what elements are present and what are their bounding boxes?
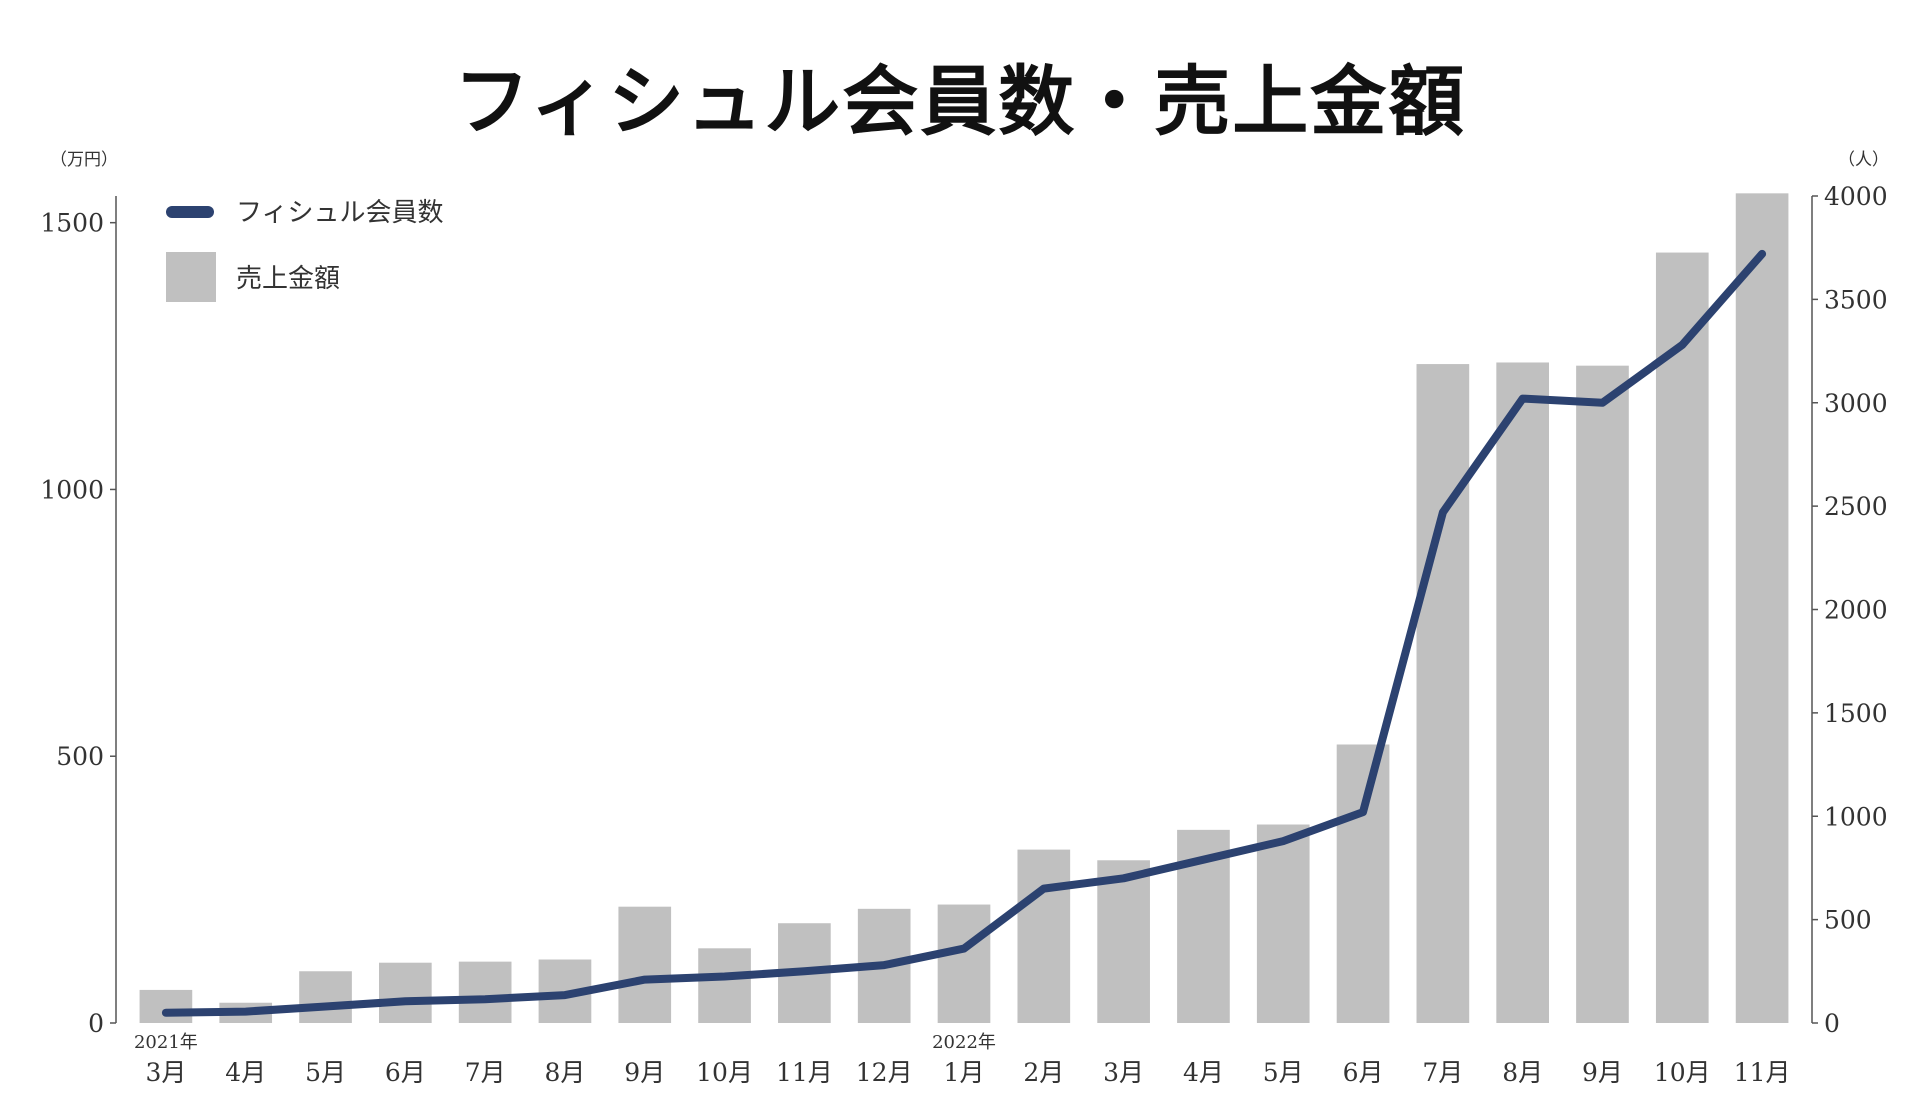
right-axis-unit: （人）	[1838, 150, 1889, 170]
x-tick-label-1: 4月	[225, 1058, 266, 1087]
bar-10	[937, 904, 991, 1023]
chart-title: フィシュル会員数・売上金額	[453, 57, 1467, 146]
x-tick-label-5: 8月	[544, 1058, 585, 1087]
bar-series	[139, 193, 1789, 1023]
x-tick-label-17: 8月	[1502, 1058, 1543, 1087]
bar-2	[299, 971, 352, 1023]
x-tick-label-14: 5月	[1263, 1058, 1304, 1087]
line-series	[161, 249, 1767, 1017]
left-tick-label-0: 0	[88, 1009, 104, 1038]
x-tick-label-15: 6月	[1343, 1058, 1384, 1087]
left-axis-unit: （万円）	[50, 150, 118, 170]
legend-label-members: フィシュル会員数	[236, 198, 443, 228]
x-tick-label-18: 9月	[1582, 1058, 1623, 1087]
x-tick-label-12: 3月	[1103, 1058, 1144, 1087]
bar-15	[1336, 744, 1390, 1023]
x-tick-label-19: 10月	[1654, 1058, 1711, 1087]
right-axis-ticks: 0 500 1000 1500 2000 2500 3000 3500 4000	[1812, 182, 1888, 1038]
bar-17	[1496, 362, 1550, 1023]
right-tick-label-3: 1500	[1824, 699, 1888, 728]
x-axis-labels: 3月 4月 5月 6月 7月 8月 9月 10月 11月 12月 1月 2月 3月 4月 5月 6月 7月 8月 9…	[134, 1032, 1791, 1087]
right-tick-label-8: 4000	[1824, 182, 1888, 211]
legend: フィシュル会員数 売上金額	[166, 198, 443, 302]
bar-11	[1017, 849, 1071, 1023]
bar-19	[1655, 252, 1709, 1023]
bar-16	[1416, 364, 1470, 1023]
bar-0	[139, 989, 193, 1023]
bar-18	[1576, 365, 1629, 1023]
x-tick-label-4: 7月	[465, 1058, 506, 1087]
x-tick-label-0: 3月	[145, 1058, 186, 1087]
left-tick-label-2: 1000	[40, 475, 104, 504]
x-tick-label-13: 4月	[1183, 1058, 1224, 1087]
bar-6	[618, 906, 672, 1023]
x-tick-label-3: 6月	[385, 1058, 426, 1087]
x-tick-label-6: 9月	[624, 1058, 665, 1087]
right-tick-label-7: 3500	[1824, 285, 1888, 314]
x-tick-label-9: 12月	[856, 1058, 913, 1087]
x-year-label-0: 2021年	[134, 1032, 198, 1053]
bar-4	[458, 961, 512, 1023]
x-tick-label-8: 11月	[776, 1058, 833, 1087]
bar-12	[1097, 860, 1150, 1023]
x-tick-label-11: 2月	[1023, 1058, 1064, 1087]
bar-14	[1256, 824, 1310, 1023]
right-tick-label-2: 1000	[1824, 802, 1888, 831]
right-tick-label-0: 0	[1824, 1009, 1840, 1038]
x-tick-label-7: 10月	[696, 1058, 753, 1087]
legend-bar-swatch	[166, 252, 216, 302]
x-tick-label-2: 5月	[305, 1058, 346, 1087]
bar-20	[1735, 193, 1789, 1023]
right-tick-label-1: 500	[1824, 906, 1872, 935]
bar-3	[378, 962, 432, 1023]
legend-label-sales: 売上金額	[236, 264, 340, 294]
left-axis-ticks: 0 500 1000 1500	[40, 209, 116, 1038]
right-tick-label-4: 2000	[1824, 596, 1888, 625]
x-tick-label-16: 7月	[1422, 1058, 1463, 1087]
left-tick-label-3: 1500	[40, 209, 104, 238]
x-tick-label-10: 1月	[944, 1058, 985, 1087]
right-tick-label-6: 3000	[1824, 389, 1888, 418]
x-tick-label-20: 11月	[1734, 1058, 1791, 1087]
left-tick-label-1: 500	[56, 742, 104, 771]
bar-7	[698, 948, 751, 1023]
x-year-label-1: 2022年	[932, 1032, 996, 1053]
axes	[115, 196, 1813, 1023]
right-tick-label-5: 2500	[1824, 492, 1888, 521]
